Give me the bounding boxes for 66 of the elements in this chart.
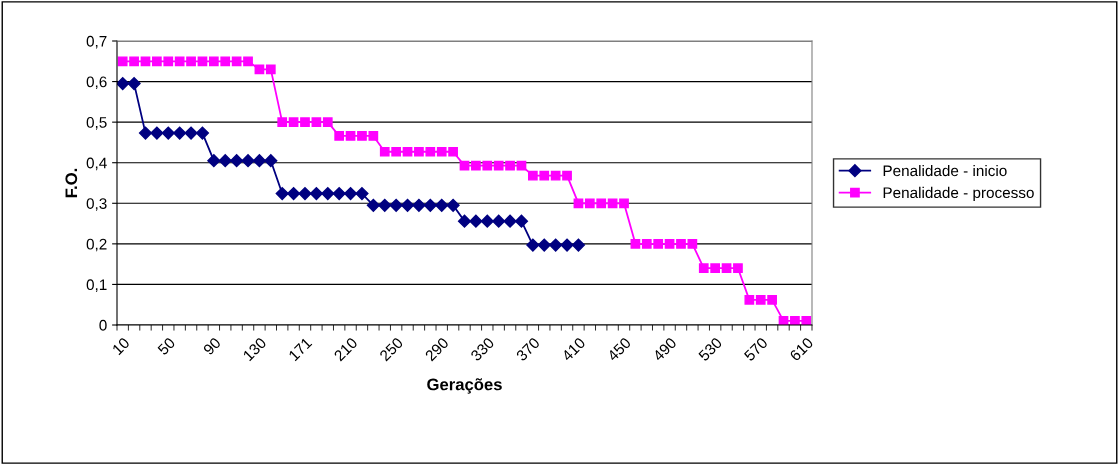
point xyxy=(526,238,540,252)
point xyxy=(366,198,380,212)
legend-label: Penalidade - inicio xyxy=(883,164,1007,177)
point xyxy=(275,186,289,201)
point xyxy=(537,238,551,252)
point xyxy=(138,126,153,140)
x-tick-label: 530 xyxy=(697,336,723,362)
point xyxy=(480,214,494,228)
point xyxy=(446,198,460,212)
y-tick-label: 0,3 xyxy=(86,198,107,211)
x-tick-label: 410 xyxy=(560,336,586,362)
x-tick-label: 450 xyxy=(606,336,632,362)
y-tick-label: 0,7 xyxy=(86,35,107,49)
y-tick-label: 0,5 xyxy=(86,117,107,130)
point xyxy=(457,214,472,228)
point xyxy=(423,198,437,212)
x-tick-label: 290 xyxy=(424,336,450,362)
point xyxy=(378,198,392,212)
x-axis-title: Gerações xyxy=(427,378,502,394)
point xyxy=(514,214,529,228)
point xyxy=(184,126,198,140)
point xyxy=(173,126,187,140)
x-tick-label: 610 xyxy=(789,336,814,362)
y-tick-label: 0,2 xyxy=(86,238,107,252)
point xyxy=(127,77,141,91)
point xyxy=(469,214,483,228)
point xyxy=(195,126,210,140)
point xyxy=(321,186,335,201)
x-tick-label: 570 xyxy=(743,336,769,362)
x-tick-label: 210 xyxy=(333,336,359,362)
x-tick-label: 370 xyxy=(515,336,541,362)
point xyxy=(332,186,346,201)
point xyxy=(400,198,415,212)
point xyxy=(492,214,506,228)
point xyxy=(264,154,278,168)
point xyxy=(207,154,221,168)
y-tick-label: 0 xyxy=(99,319,107,331)
point xyxy=(117,77,130,91)
point xyxy=(355,186,369,201)
point xyxy=(503,214,517,228)
point xyxy=(161,126,175,140)
point xyxy=(435,198,449,212)
point xyxy=(298,186,312,201)
point xyxy=(252,154,267,168)
y-axis-title: F.O. xyxy=(65,168,78,198)
x-tick-label: 490 xyxy=(652,336,678,362)
point xyxy=(412,198,426,212)
point xyxy=(150,126,164,140)
point xyxy=(389,198,403,212)
x-tick-label: 90 xyxy=(202,336,222,356)
x-tick-label: 171 xyxy=(288,337,313,362)
point xyxy=(218,154,232,168)
x-tick-label: 130 xyxy=(242,336,267,362)
point xyxy=(230,154,244,168)
y-tick-label: 0,1 xyxy=(86,279,107,292)
x-tick-label: 50 xyxy=(156,336,176,356)
x-tick-label: 330 xyxy=(469,336,495,362)
point xyxy=(571,238,586,252)
y-tick-label: 0,4 xyxy=(86,157,107,171)
x-tick-label: 10 xyxy=(111,336,131,356)
legend-label: Penalidade - processo xyxy=(883,186,1034,202)
y-tick-label: 0,6 xyxy=(86,76,107,90)
x-tick-label: 250 xyxy=(378,336,404,362)
point xyxy=(241,154,255,168)
point xyxy=(549,238,563,252)
point xyxy=(309,186,323,201)
